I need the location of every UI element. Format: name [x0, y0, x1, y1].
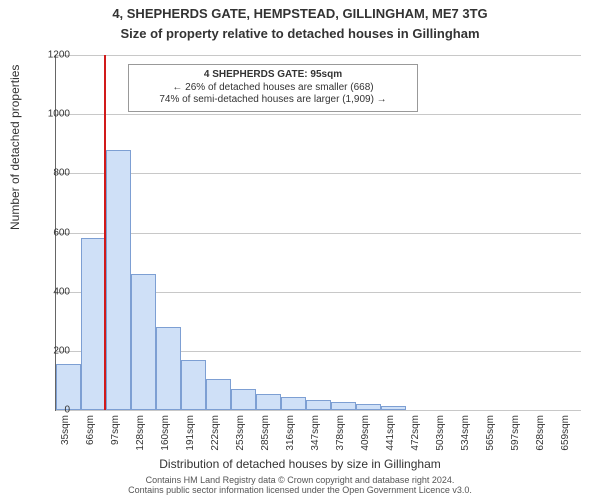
x-tick-label: 472sqm [410, 415, 421, 451]
histogram-bar [381, 406, 406, 410]
property-marker-line [104, 55, 106, 410]
x-tick-label: 597sqm [510, 415, 521, 451]
x-tick-label: 128sqm [135, 415, 146, 451]
x-tick-label: 66sqm [85, 415, 96, 445]
gridline [56, 173, 581, 174]
x-tick-label: 222sqm [210, 415, 221, 451]
y-tick-label: 800 [30, 168, 70, 179]
footer: Contains HM Land Registry data © Crown c… [0, 475, 600, 496]
callout-line3: 74% of semi-detached houses are larger (… [137, 94, 409, 107]
y-tick-label: 1200 [30, 50, 70, 61]
chart-title-line2: Size of property relative to detached ho… [0, 26, 600, 41]
histogram-bar [281, 397, 306, 410]
histogram-bar [231, 389, 256, 410]
x-tick-label: 659sqm [560, 415, 571, 451]
gridline [56, 410, 581, 411]
gridline [56, 55, 581, 56]
x-tick-label: 534sqm [460, 415, 471, 451]
histogram-bar [131, 274, 156, 410]
y-axis-title: Number of detached properties [8, 65, 22, 230]
x-tick-label: 628sqm [535, 415, 546, 451]
gridline [56, 233, 581, 234]
x-tick-label: 347sqm [310, 415, 321, 451]
callout-line1: 4 SHEPHERDS GATE: 95sqm [137, 69, 409, 82]
callout-box: 4 SHEPHERDS GATE: 95sqm ← 26% of detache… [128, 64, 418, 112]
histogram-bar [356, 404, 381, 410]
histogram-bar [56, 364, 81, 410]
y-tick-label: 1000 [30, 109, 70, 120]
y-tick-label: 0 [30, 405, 70, 416]
x-tick-label: 565sqm [485, 415, 496, 451]
y-tick-label: 600 [30, 227, 70, 238]
x-tick-label: 191sqm [185, 415, 196, 451]
footer-line1: Contains HM Land Registry data © Crown c… [0, 475, 600, 485]
histogram-bar [256, 394, 281, 410]
x-tick-label: 97sqm [110, 415, 121, 445]
x-tick-label: 160sqm [160, 415, 171, 451]
x-axis-title: Distribution of detached houses by size … [0, 457, 600, 471]
callout-line2: ← 26% of detached houses are smaller (66… [137, 82, 409, 95]
x-tick-label: 503sqm [435, 415, 446, 451]
histogram-bar [181, 360, 206, 410]
histogram-bar [81, 238, 106, 410]
x-tick-label: 253sqm [235, 415, 246, 451]
histogram-bar [306, 400, 331, 410]
chart-title-line1: 4, SHEPHERDS GATE, HEMPSTEAD, GILLINGHAM… [0, 6, 600, 21]
y-tick-label: 400 [30, 286, 70, 297]
x-tick-label: 409sqm [360, 415, 371, 451]
x-tick-label: 35sqm [60, 415, 71, 445]
footer-line2: Contains public sector information licen… [0, 485, 600, 495]
histogram-bar [331, 402, 356, 410]
x-tick-label: 378sqm [335, 415, 346, 451]
x-tick-label: 285sqm [260, 415, 271, 451]
gridline [56, 114, 581, 115]
histogram-bar [156, 327, 181, 410]
y-tick-label: 200 [30, 345, 70, 356]
x-tick-label: 316sqm [285, 415, 296, 451]
histogram-bar [106, 150, 131, 410]
x-tick-label: 441sqm [385, 415, 396, 451]
chart-container: { "title_line1": "4, SHEPHERDS GATE, HEM… [0, 0, 600, 500]
histogram-bar [206, 379, 231, 410]
